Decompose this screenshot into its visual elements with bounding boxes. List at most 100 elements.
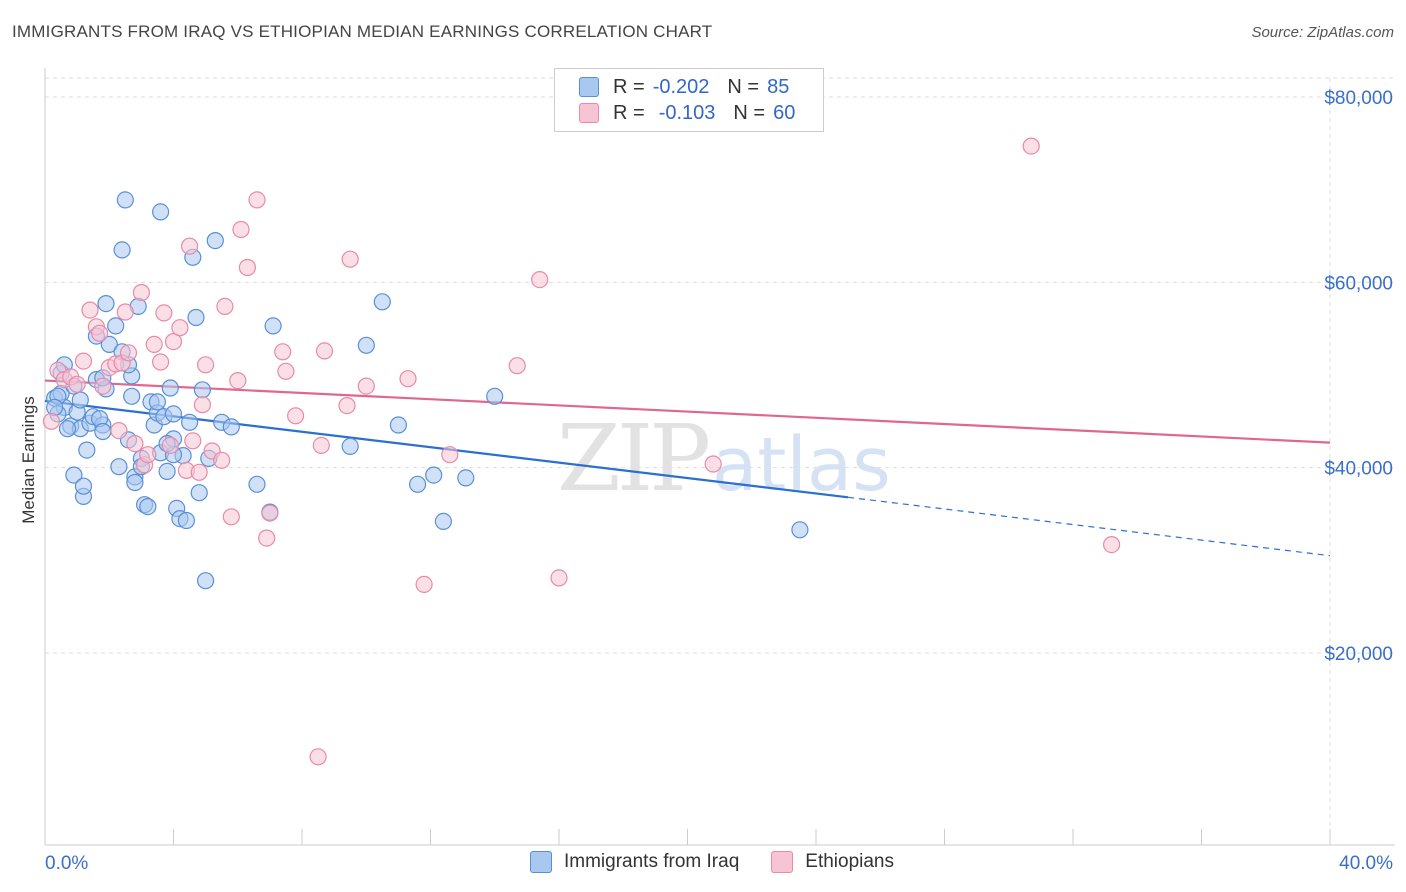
legend-n-value: 85 bbox=[767, 75, 790, 98]
point-iraq bbox=[193, 381, 211, 399]
y-tick-label: $60,000 bbox=[1324, 273, 1393, 294]
point-iraq bbox=[78, 441, 96, 459]
point-ethiopia bbox=[126, 435, 144, 453]
point-iraq bbox=[158, 462, 176, 480]
legend-row-iraq: R = -0.202 N = 85 bbox=[579, 74, 789, 100]
point-iraq bbox=[139, 498, 157, 516]
bottom-legend-iraq: Immigrants from Iraq bbox=[530, 851, 739, 873]
x-tick-label: 40.0% bbox=[1339, 853, 1393, 874]
legend-row-ethiopia: R = -0.103 N = 60 bbox=[579, 100, 795, 126]
point-ethiopia bbox=[415, 575, 433, 594]
point-iraq bbox=[434, 512, 452, 531]
point-iraq bbox=[248, 475, 266, 493]
point-ethiopia bbox=[171, 319, 189, 337]
point-ethiopia bbox=[232, 220, 250, 239]
data-points bbox=[42, 137, 1121, 766]
point-ethiopia bbox=[94, 377, 112, 395]
point-ethiopia bbox=[213, 451, 231, 469]
point-iraq bbox=[190, 484, 208, 502]
point-iraq bbox=[126, 473, 144, 492]
point-ethiopia bbox=[312, 436, 330, 454]
x-tick-label: 0.0% bbox=[45, 853, 88, 874]
chart-title: IMMIGRANTS FROM IRAQ VS ETHIOPIAN MEDIAN… bbox=[12, 22, 713, 41]
point-iraq bbox=[113, 241, 131, 259]
point-ethiopia bbox=[309, 748, 327, 766]
point-iraq bbox=[486, 387, 504, 405]
point-ethiopia bbox=[184, 432, 202, 450]
point-iraq bbox=[164, 405, 183, 423]
point-ethiopia bbox=[550, 569, 568, 587]
point-ethiopia bbox=[119, 344, 138, 362]
point-ethiopia bbox=[399, 370, 417, 388]
bottom-legend-label-iraq: Immigrants from Iraq bbox=[564, 851, 740, 872]
point-ethiopia bbox=[190, 463, 208, 481]
bottom-legend-swatch-ethiopia bbox=[771, 851, 794, 873]
point-iraq bbox=[116, 191, 134, 209]
point-ethiopia bbox=[338, 397, 356, 415]
y-tick-label: $40,000 bbox=[1324, 459, 1393, 480]
point-iraq bbox=[389, 416, 407, 434]
point-ethiopia bbox=[1102, 535, 1121, 554]
point-ethiopia bbox=[155, 304, 173, 322]
point-ethiopia bbox=[216, 297, 234, 315]
point-ethiopia bbox=[287, 407, 305, 425]
point-ethiopia bbox=[139, 446, 157, 464]
trend-line-ethiopia bbox=[44, 379, 1331, 444]
point-iraq bbox=[357, 336, 375, 354]
point-ethiopia bbox=[132, 283, 150, 302]
point-iraq bbox=[457, 469, 475, 487]
legend-r-value: -0.202 bbox=[652, 75, 710, 98]
point-iraq bbox=[94, 422, 112, 441]
point-iraq bbox=[74, 477, 93, 495]
point-ethiopia bbox=[145, 335, 163, 353]
watermark-atlas: atlas bbox=[712, 422, 891, 508]
point-ethiopia bbox=[90, 324, 109, 342]
axes bbox=[44, 68, 1395, 846]
point-iraq bbox=[206, 232, 224, 250]
point-iraq bbox=[264, 317, 282, 335]
point-iraq bbox=[100, 335, 118, 353]
y-tick-label: $20,000 bbox=[1324, 644, 1393, 665]
point-iraq bbox=[152, 203, 170, 221]
point-iraq bbox=[222, 418, 240, 436]
point-ethiopia bbox=[42, 412, 61, 430]
point-iraq bbox=[148, 393, 166, 411]
point-ethiopia bbox=[161, 436, 179, 454]
bottom-legend: Immigrants from Iraq Ethiopians bbox=[530, 851, 926, 873]
point-iraq bbox=[71, 391, 89, 409]
point-ethiopia bbox=[197, 356, 215, 374]
point-ethiopia bbox=[258, 529, 276, 547]
point-ethiopia bbox=[81, 301, 99, 319]
y-tick-label: $80,000 bbox=[1324, 88, 1393, 109]
point-ethiopia bbox=[222, 508, 240, 526]
y-axis-label: Median Earnings bbox=[19, 396, 38, 524]
point-ethiopia bbox=[193, 396, 211, 414]
point-iraq bbox=[187, 308, 205, 327]
point-ethiopia bbox=[68, 375, 86, 393]
bottom-legend-label-ethiopia: Ethiopians bbox=[805, 851, 894, 872]
point-ethiopia bbox=[274, 343, 292, 361]
trend-line-iraq-extrapolated bbox=[848, 496, 1331, 557]
point-iraq bbox=[341, 437, 359, 455]
watermark-zip: ZIP bbox=[557, 405, 708, 512]
point-iraq bbox=[110, 458, 128, 476]
point-ethiopia bbox=[261, 504, 279, 522]
point-ethiopia bbox=[248, 191, 266, 209]
legend: R = -0.202 N = 85 R = -0.103 N = 60 bbox=[554, 68, 824, 132]
point-ethiopia bbox=[277, 362, 295, 380]
point-iraq bbox=[409, 475, 427, 493]
point-ethiopia bbox=[164, 333, 183, 351]
point-iraq bbox=[161, 379, 179, 397]
point-ethiopia bbox=[508, 357, 526, 375]
point-ethiopia bbox=[116, 303, 134, 321]
point-iraq bbox=[65, 466, 83, 484]
point-iraq bbox=[97, 295, 115, 313]
point-ethiopia bbox=[1022, 137, 1040, 155]
point-iraq bbox=[791, 521, 809, 539]
point-iraq bbox=[107, 317, 125, 335]
point-ethiopia bbox=[238, 258, 256, 277]
point-ethiopia bbox=[74, 352, 93, 370]
point-iraq bbox=[373, 293, 391, 311]
point-ethiopia bbox=[341, 250, 359, 268]
